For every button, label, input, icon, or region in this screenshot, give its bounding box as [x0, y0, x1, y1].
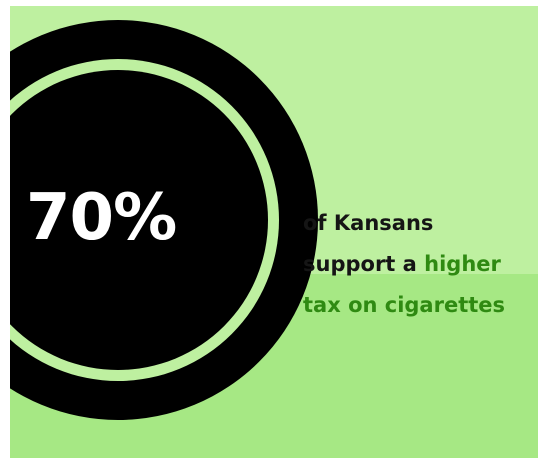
caption-line-3: tax on cigarettes — [303, 293, 506, 317]
stat-caption: of Kansans support a higher tax on cigar… — [303, 203, 535, 326]
infographic-card: 70% of Kansans support a higher tax on c… — [10, 6, 538, 458]
inner-circle — [10, 70, 268, 370]
caption-line-2: support a higher — [303, 244, 535, 285]
caption-highlight-higher: higher — [424, 252, 501, 276]
caption-line-2-prefix: support a — [303, 252, 425, 276]
caption-line-1: of Kansans — [303, 211, 434, 235]
percentage-stat: 70% — [26, 181, 177, 255]
